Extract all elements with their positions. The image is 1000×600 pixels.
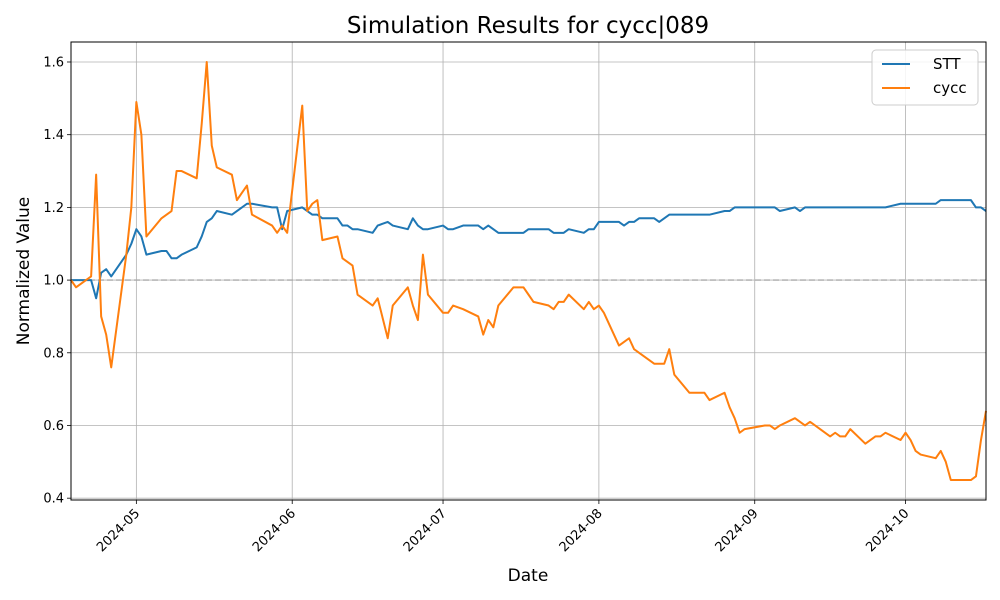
y-tick-label: 1.2 — [43, 201, 64, 216]
y-tick-label: 1.0 — [43, 274, 64, 289]
series-group — [70, 60, 987, 482]
plot-frame — [70, 41, 987, 501]
y-axis: 0.4 0.6 0.8 1.0 1.2 1.4 1.6 — [43, 55, 71, 507]
y-tick-label: 0.6 — [43, 419, 64, 434]
y-tick-label: 0.8 — [43, 346, 64, 361]
chart-title: Simulation Results for cycc|089 — [347, 13, 709, 39]
grid — [71, 42, 986, 500]
legend: STT cycc — [871, 49, 979, 106]
y-tick-label: 0.4 — [43, 492, 64, 507]
series-line-cycc — [70, 60, 987, 482]
legend-label: STT — [933, 55, 961, 73]
legend-label: cycc — [933, 79, 967, 97]
x-axis-title: Date — [508, 566, 549, 586]
series-line-stt — [71, 199, 987, 300]
y-axis-title: Normalized Value — [14, 197, 34, 346]
y-tick-label: 1.6 — [43, 55, 64, 70]
y-tick-label: 1.4 — [43, 128, 64, 143]
